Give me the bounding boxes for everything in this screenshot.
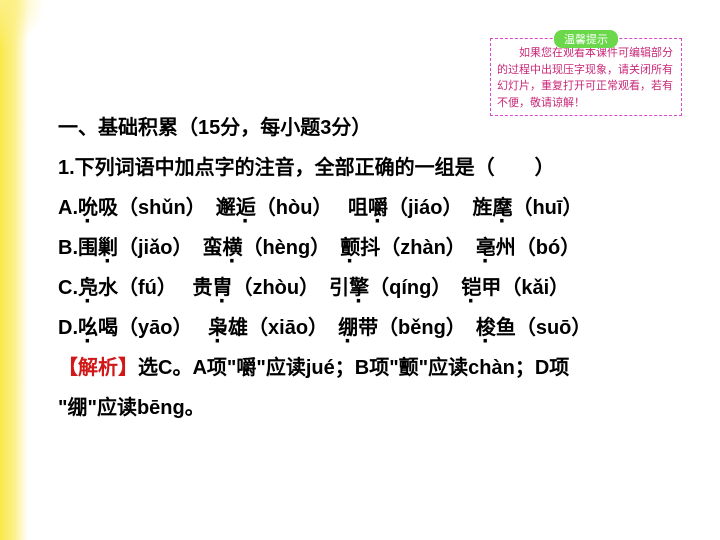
decorative-left-border [0,0,28,540]
option-d: D.吆喝（yāo） 枭雄（xiāo） 绷带（běng） 梭鱼（suō） [58,308,678,348]
answer-block: 【解析】选C。A项"嚼"应读jué；B项"颤"应读chàn；D项 "绷"应读bē… [58,348,678,428]
main-content: 一、基础积累（15分，每小题3分） 1.下列词语中加点字的注音，全部正确的一组是… [58,108,678,428]
section-title: 一、基础积累（15分，每小题3分） [58,108,678,148]
hint-box: 如果您在观看本课件可编辑部分的过程中出现压字现象，请关闭所有幻灯片，重复打开可正… [490,38,682,116]
option-b: B.围剿（jiǎo） 蛮横（hèng） 颤抖（zhàn） 亳州（bó） [58,228,678,268]
answer-label: 【解析】 [58,357,138,379]
option-a: A.吮吸（shǔn） 邂逅（hòu） 咀嚼（jiáo） 旌麾（huī） [58,188,678,228]
question-stem: 1.下列词语中加点字的注音，全部正确的一组是（ ） [58,148,678,188]
option-c: C.凫水（fú） 贵胄（zhòu） 引擎（qíng） 铠甲（kǎi） [58,268,678,308]
answer-line2: "绷"应读bēng。 [58,397,205,419]
answer-line1: 选C。A项"嚼"应读jué；B项"颤"应读chàn；D项 [138,357,569,379]
hint-label: 温馨提示 [554,30,618,48]
